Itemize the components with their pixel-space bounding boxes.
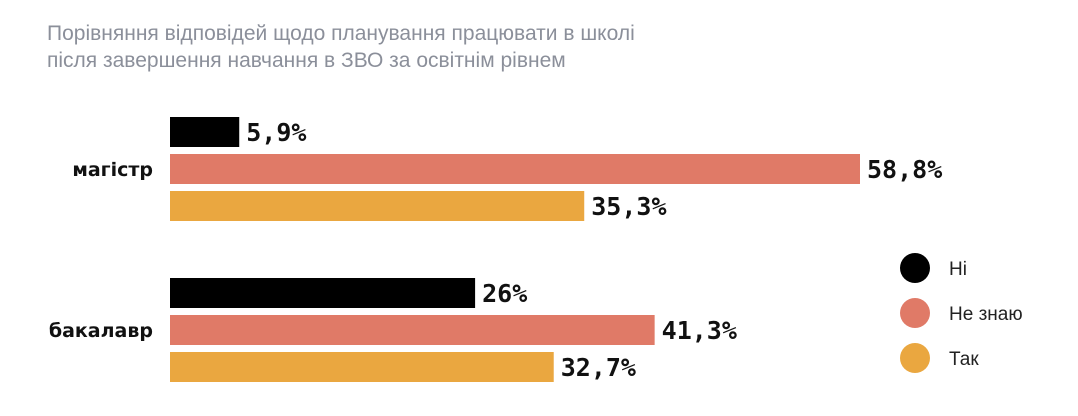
legend-swatch-0	[900, 253, 930, 283]
data-label-1-1: 41,3%	[662, 316, 737, 345]
bar-0-0	[170, 117, 240, 147]
chart-title-line-1: Порівняння відповідей щодо планування пр…	[47, 22, 635, 45]
bar-0-1	[170, 154, 860, 184]
bar-1-2	[170, 352, 554, 382]
bar-1-0	[170, 278, 476, 308]
data-label-0-1: 58,8%	[867, 155, 942, 184]
legend-label-0: Ні	[949, 259, 967, 280]
data-label-1-2: 32,7%	[561, 353, 636, 382]
data-label-0-2: 35,3%	[591, 192, 666, 221]
data-label-0-0: 5,9%	[246, 118, 306, 147]
data-label-1-0: 26%	[482, 279, 527, 308]
chart-title-line-2: після завершення навчання в ЗВО за освіт…	[47, 49, 566, 72]
bar-1-1	[170, 315, 655, 345]
chart-title: Порівняння відповідей щодо планування пр…	[47, 20, 767, 74]
legend-label-1: Не знаю	[949, 304, 1023, 325]
category-label-0: магістр	[72, 159, 153, 181]
category-label-1: бакалавр	[49, 320, 153, 342]
legend-swatch-2	[900, 343, 930, 373]
bar-0-2	[170, 191, 585, 221]
legend-label-2: Так	[949, 349, 979, 370]
legend-swatch-1	[900, 298, 930, 328]
